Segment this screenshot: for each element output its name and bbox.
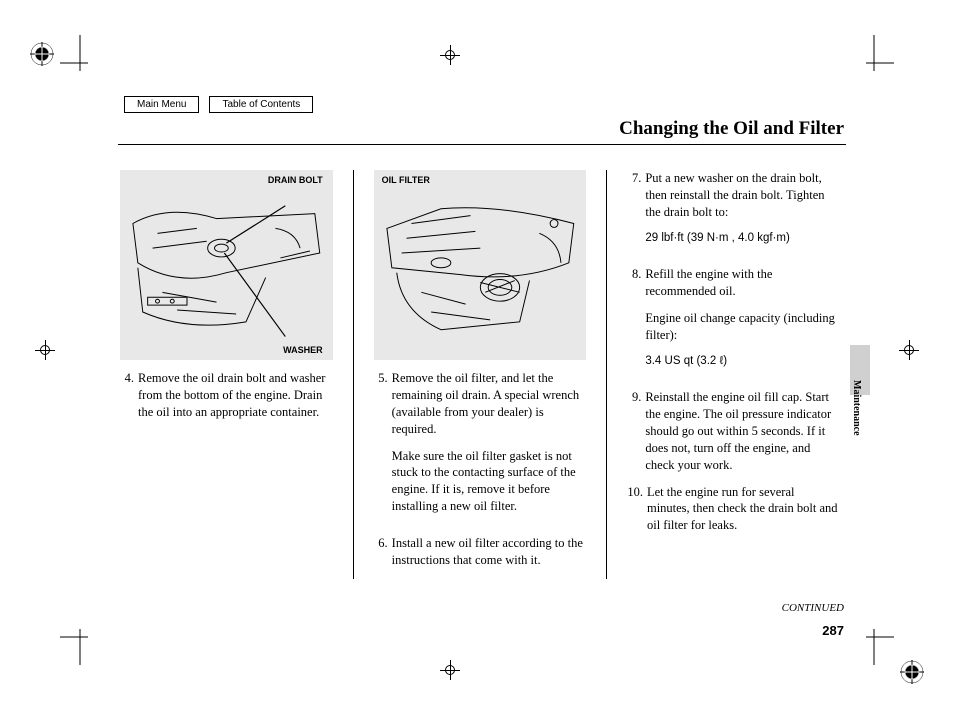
corner-crop-icon [854,625,894,665]
crop-mark-icon [440,45,460,65]
step-number: 8. [627,266,645,379]
corner-crop-icon [854,35,894,75]
section-label: Maintenance [851,380,862,436]
step-text: Remove the oil drain bolt and washer fro… [138,370,333,421]
step-number: 5. [374,370,392,525]
column-1: DRAIN BOLT WASHER 4. Remove th [120,170,333,579]
step-5: 5. Remove the oil filter, and let the re… [374,370,587,525]
step-text: Refill the engine with the recommended o… [645,266,840,379]
content-columns: DRAIN BOLT WASHER 4. Remove th [120,170,840,579]
crop-mark-icon [35,340,55,360]
page-title: Changing the Oil and Filter [619,118,844,140]
main-menu-button[interactable]: Main Menu [124,96,199,113]
step-number: 9. [627,389,645,473]
torque-spec: 29 lbf·ft (39 N·m , 4.0 kgf·m) [645,231,840,247]
step-4: 4. Remove the oil drain bolt and washer … [120,370,333,421]
capacity-spec: 3.4 US qt (3.2 ℓ) [645,354,840,370]
column-2: OIL FILTER 5. Remove the oi [374,170,587,579]
step-text: Remove the oil filter, and let the remai… [392,370,587,525]
step-text: Let the engine run for several minutes, … [647,484,840,535]
step-number: 6. [374,535,392,569]
continued-label: CONTINUED [782,602,844,614]
figure-label: WASHER [283,344,323,356]
step-6: 6. Install a new oil filter according to… [374,535,587,569]
oil-filter-diagram-icon [382,194,579,342]
figure-oil-filter: OIL FILTER [374,170,587,360]
crop-mark-icon [899,340,919,360]
step-number: 7. [627,170,645,256]
column-separator [606,170,607,579]
drain-bolt-diagram-icon [128,194,325,342]
figure-drain-bolt: DRAIN BOLT WASHER [120,170,333,360]
registration-mark-icon [30,42,54,66]
step-number: 4. [120,370,138,421]
table-of-contents-button[interactable]: Table of Contents [209,96,313,113]
step-number: 10. [627,484,647,535]
nav-buttons: Main Menu Table of Contents [124,96,313,113]
step-text: Reinstall the engine oil fill cap. Start… [645,389,840,473]
figure-label: OIL FILTER [382,174,430,186]
step-7: 7. Put a new washer on the drain bolt, t… [627,170,840,256]
crop-mark-icon [440,660,460,680]
step-10: 10. Let the engine run for several minut… [627,484,840,535]
step-8: 8. Refill the engine with the recommende… [627,266,840,379]
figure-label: DRAIN BOLT [268,174,323,186]
title-rule [118,144,846,145]
corner-crop-icon [60,625,100,665]
column-3: 7. Put a new washer on the drain bolt, t… [627,170,840,579]
page-number: 287 [822,623,844,638]
corner-crop-icon [60,35,100,75]
registration-mark-icon [900,660,924,684]
step-9: 9. Reinstall the engine oil fill cap. St… [627,389,840,473]
step-text: Install a new oil filter according to th… [392,535,587,569]
step-text: Put a new washer on the drain bolt, then… [645,170,840,256]
column-separator [353,170,354,579]
